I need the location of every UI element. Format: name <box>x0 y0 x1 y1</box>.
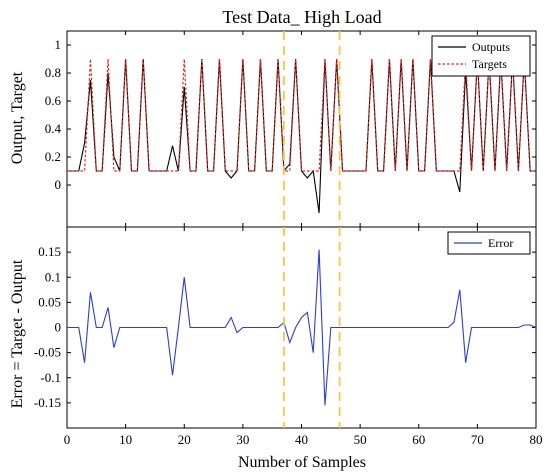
x-tick-label: 70 <box>471 432 484 447</box>
y-tick-label: 0 <box>55 177 62 192</box>
x-tick-label: 40 <box>295 432 308 447</box>
legend-label: Targets <box>472 57 507 71</box>
bottom-xlabel: Number of Samples <box>238 454 366 471</box>
y-tick-label: 0.1 <box>45 269 61 284</box>
y-tick-label: -0.05 <box>34 345 61 360</box>
y-tick-label: 0 <box>55 320 62 335</box>
legend-label: Error <box>488 236 513 250</box>
x-tick-label: 50 <box>354 432 367 447</box>
x-tick-label: 60 <box>412 432 425 447</box>
y-tick-label: 0.05 <box>38 294 61 309</box>
y-tick-label: 0.15 <box>38 244 61 259</box>
y-tick-label: 0.4 <box>45 121 62 136</box>
bottom-ylabel: Error = Target - Output <box>9 259 26 408</box>
y-tick-label: -0.1 <box>40 370 61 385</box>
y-tick-label: 0.8 <box>45 65 61 80</box>
legend: Error <box>447 231 531 255</box>
x-tick-label: 30 <box>236 432 249 447</box>
x-tick-label: 10 <box>119 432 132 447</box>
legend: Outputs Targets <box>431 35 531 77</box>
legend-label: Outputs <box>472 40 510 54</box>
top-ylabel: Output, Target <box>9 71 26 164</box>
x-tick-label: 20 <box>178 432 191 447</box>
x-tick-label: 80 <box>530 432 543 447</box>
series-line-targets <box>67 58 536 172</box>
y-tick-label: -0.15 <box>34 395 61 410</box>
legend-box <box>447 231 531 255</box>
series-line-error <box>67 249 537 406</box>
y-tick-label: 1 <box>55 37 62 52</box>
x-tick-label: 0 <box>64 432 71 447</box>
bottom-plot: -0.15 -0.1 -0.05 0 0.05 0.1 0.15 0 10 20 30 40 50 60 7… <box>34 226 543 447</box>
legend-box <box>431 35 531 77</box>
y-tick-label: 0.2 <box>45 149 61 164</box>
chart-title: Test Data_ High Load <box>222 7 381 27</box>
top-plot: 0 0.2 0.4 0.6 0.8 1 Outputs Targets <box>45 30 537 228</box>
series-line-outputs <box>67 58 536 214</box>
y-tick-label: 0.6 <box>45 93 62 108</box>
